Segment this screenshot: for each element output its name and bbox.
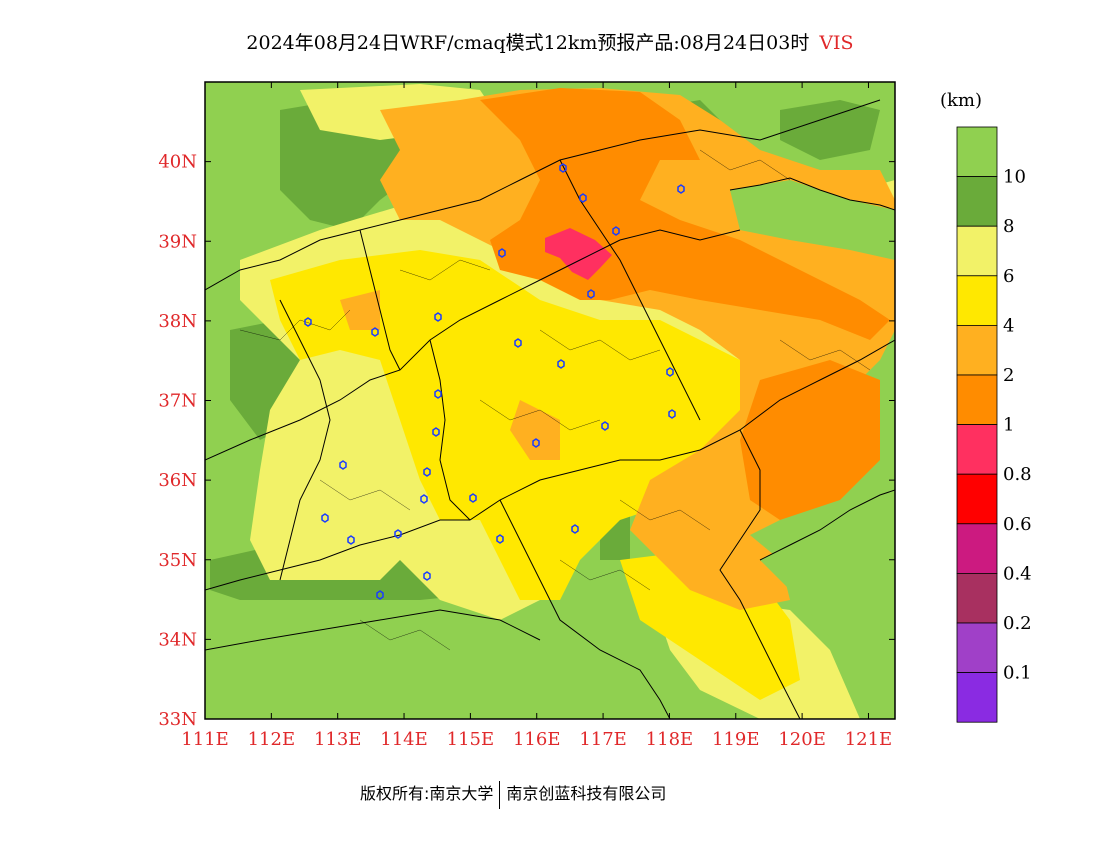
legend-label: 0.1 <box>1003 663 1032 684</box>
legend-label: 6 <box>1003 266 1014 287</box>
lon-label: 111E <box>181 729 229 750</box>
legend-label: 10 <box>1003 167 1026 188</box>
station-marker-icon <box>394 529 402 539</box>
station-marker-icon <box>420 494 428 504</box>
legend-swatch <box>956 126 998 177</box>
color-legend: 10 8 6 4 2 1 0.8 0.6 0.4 0.2 0.1 <box>956 126 1032 723</box>
lon-label: 112E <box>248 729 296 750</box>
axis-ticks <box>204 82 895 720</box>
station-marker-icon <box>571 524 579 534</box>
station-marker-icon <box>559 163 567 173</box>
legend-label: 0.2 <box>1003 613 1032 634</box>
title-main: 2024年08月24日WRF/cmaq模式12km预报产品:08月24日03时 <box>246 32 810 54</box>
station-marker-icon <box>434 312 442 322</box>
lon-label: 119E <box>712 729 760 750</box>
legend-swatch <box>956 374 998 425</box>
lon-label: 117E <box>579 729 627 750</box>
station-marker-icon <box>469 493 477 503</box>
lon-label: 121E <box>845 729 893 750</box>
station-marker-icon <box>339 460 347 470</box>
legend-label: 1 <box>1003 415 1014 436</box>
station-marker-icon <box>601 421 609 431</box>
legend-label: 0.4 <box>1003 563 1032 584</box>
title-variable: VIS <box>819 32 854 54</box>
station-marker-icon <box>666 367 674 377</box>
map-field <box>205 82 895 719</box>
legend-swatch <box>956 622 998 673</box>
station-marker-icon <box>677 184 685 194</box>
lat-label: 34N <box>158 629 197 650</box>
vis-zone-1-2 <box>480 88 890 520</box>
station-marker-icon <box>304 317 312 327</box>
legend-swatch <box>956 324 998 376</box>
station-marker-icon <box>347 535 355 545</box>
station-marker-icon <box>668 409 676 419</box>
longitude-labels: 111E 112E 113E 114E 115E 116E 117E 118E 119E 120E… <box>181 729 892 750</box>
station-marker-icon <box>557 359 565 369</box>
station-marker-icon <box>434 389 442 399</box>
station-markers <box>304 163 685 600</box>
copyright-separator <box>499 780 501 809</box>
legend-swatch <box>956 275 998 326</box>
province-boundaries <box>205 99 895 719</box>
station-marker-icon <box>612 226 620 236</box>
copyright-left: 版权所有:南京大学 <box>360 784 494 803</box>
station-marker-icon <box>371 327 379 337</box>
lon-label: 113E <box>314 729 362 750</box>
legend-label: 4 <box>1003 315 1014 336</box>
legend-swatch <box>956 473 998 525</box>
legend-swatch <box>956 424 998 475</box>
copyright-right: 南京创蓝科技有限公司 <box>506 784 667 803</box>
lat-label: 39N <box>158 231 197 252</box>
station-marker-icon <box>423 467 431 477</box>
legend-swatch <box>956 573 998 624</box>
sea-area <box>730 180 895 719</box>
legend-label: 8 <box>1003 216 1014 237</box>
legend-label: 2 <box>1003 365 1014 386</box>
station-marker-icon <box>498 248 506 258</box>
station-marker-icon <box>432 427 440 437</box>
legend-swatch <box>956 523 998 574</box>
lon-label: 115E <box>447 729 495 750</box>
station-marker-icon <box>579 193 587 203</box>
station-marker-icon <box>321 513 329 523</box>
copyright-footer: 版权所有:南京大学 南京创蓝科技有限公司 <box>360 780 666 809</box>
lat-label: 40N <box>158 152 197 173</box>
station-marker-icon <box>423 571 431 581</box>
lon-label: 114E <box>380 729 428 750</box>
vis-zone-08-1 <box>545 228 612 280</box>
vis-zone-4-6 <box>270 250 800 700</box>
lon-label: 118E <box>646 729 694 750</box>
legend-label: 0.8 <box>1003 464 1032 485</box>
legend-swatch <box>956 176 998 227</box>
station-marker-icon <box>376 590 384 600</box>
legend-label: 0.6 <box>1003 514 1032 535</box>
lat-label: 38N <box>158 311 197 332</box>
lat-label: 37N <box>158 391 197 412</box>
lon-label: 116E <box>513 729 561 750</box>
station-marker-icon <box>587 289 595 299</box>
station-marker-icon <box>514 338 522 348</box>
latitude-labels: 40N 39N 38N 37N 36N 35N 34N 33N <box>158 152 197 730</box>
station-marker-icon <box>532 438 540 448</box>
lat-label: 35N <box>158 550 197 571</box>
legend-swatch <box>956 672 998 723</box>
county-boundaries <box>239 149 871 651</box>
coastline <box>729 177 895 561</box>
legend-swatch <box>956 225 998 277</box>
lat-label: 36N <box>158 470 197 491</box>
map-title: 2024年08月24日WRF/cmaq模式12km预报产品:08月24日03时 V… <box>0 28 1100 55</box>
lon-label: 120E <box>778 729 826 750</box>
station-marker-icon <box>496 534 504 544</box>
legend-unit: (km) <box>940 90 983 111</box>
lat-label: 33N <box>158 709 197 730</box>
